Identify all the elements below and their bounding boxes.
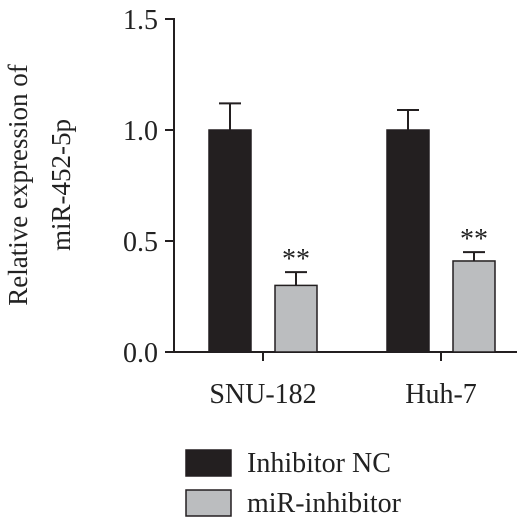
y-tick-label: 0.5: [123, 227, 158, 258]
legend-swatch-1: [185, 489, 232, 517]
significance-mark: **: [460, 224, 488, 255]
bar-0-0: [208, 129, 252, 353]
bar-1-1: [452, 260, 496, 353]
x-tick-label: SNU-182: [209, 379, 316, 410]
y-tick-label: 1.0: [123, 116, 158, 147]
y-axis-title: Relative expression of miR-452-5p: [3, 64, 76, 305]
legend-label-1: miR-inhibitor: [247, 488, 402, 519]
significance-mark: **: [282, 244, 310, 275]
legend-label-0: Inhibitor NC: [247, 448, 391, 479]
y-axis-title-line-2: miR-452-5p: [46, 119, 76, 251]
bar-0-1: [274, 284, 318, 353]
legend-swatch-0: [185, 449, 232, 477]
y-axis-title-line-1: Relative expression of: [3, 64, 33, 305]
y-tick-label: 1.5: [123, 5, 158, 36]
y-tick-label: 0.0: [123, 338, 158, 369]
x-tick-label: Huh-7: [405, 379, 477, 410]
bar-1-0: [386, 129, 430, 353]
